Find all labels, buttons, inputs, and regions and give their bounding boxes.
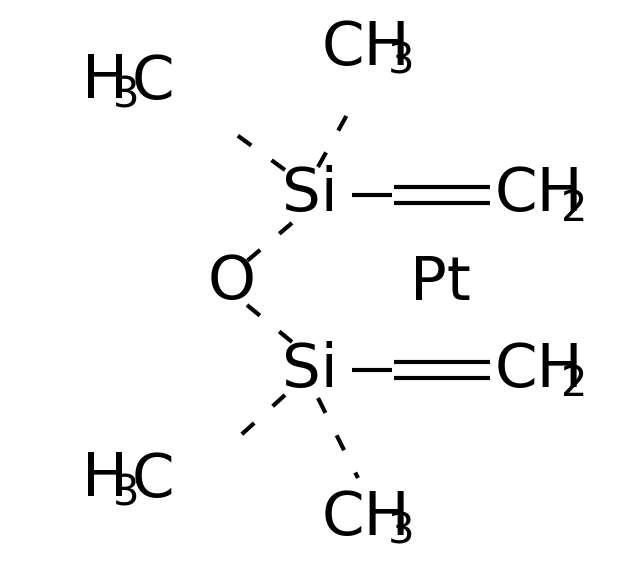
Text: CH: CH: [495, 166, 584, 225]
Text: 3: 3: [113, 75, 140, 117]
Text: 2: 2: [561, 363, 588, 405]
Text: Pt: Pt: [410, 253, 470, 312]
Text: 2: 2: [561, 188, 588, 230]
Text: Si: Si: [282, 166, 338, 225]
Text: CH: CH: [322, 19, 411, 77]
Text: O: O: [208, 253, 256, 312]
Text: Si: Si: [282, 340, 338, 400]
Text: CH: CH: [495, 340, 584, 400]
Text: 3: 3: [388, 41, 415, 83]
Text: C: C: [132, 450, 175, 510]
Text: C: C: [132, 53, 175, 112]
Text: 3: 3: [388, 511, 415, 553]
Text: CH: CH: [322, 488, 411, 548]
Text: 3: 3: [113, 473, 140, 515]
Text: H: H: [82, 53, 128, 112]
Text: H: H: [82, 450, 128, 510]
